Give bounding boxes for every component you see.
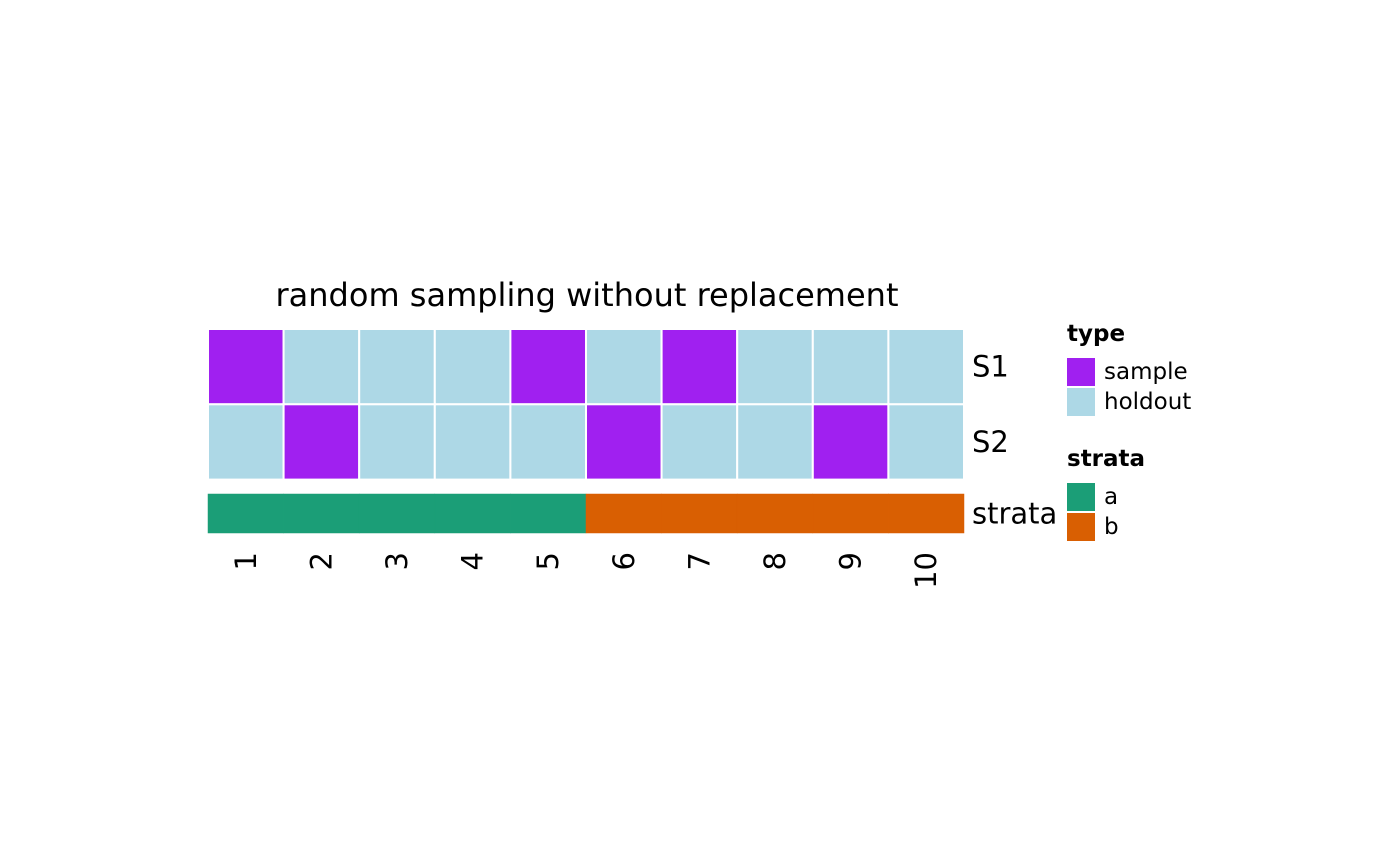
heatmap-cell — [585, 403, 663, 481]
heatmap-cell — [358, 328, 436, 406]
column-label: 7 — [682, 552, 716, 570]
column-label: 4 — [456, 552, 490, 570]
strata-cell — [585, 493, 662, 534]
heatmap-cell — [358, 403, 436, 481]
heatmap-cell — [282, 403, 361, 481]
strata-cell — [358, 493, 436, 534]
heatmap-cell — [811, 403, 890, 481]
heatmap-cell — [207, 403, 285, 481]
heatmap-cell — [585, 328, 663, 406]
legend-title: strata — [1067, 446, 1145, 472]
heatmap-cell — [509, 403, 587, 481]
strata-cell — [207, 493, 284, 534]
strata-cell — [888, 493, 965, 534]
legend-title: type — [1067, 321, 1125, 347]
heatmap-cell — [433, 403, 512, 481]
column-label: 1 — [229, 552, 263, 570]
heatmap-cell — [811, 328, 890, 406]
legend-label: b — [1104, 514, 1119, 540]
strata-cell — [812, 493, 889, 534]
legend-label: holdout — [1104, 389, 1191, 415]
row-label: S2 — [972, 425, 1009, 459]
chart-title: random sampling without replacement — [276, 276, 899, 314]
legend-label: sample — [1104, 359, 1188, 385]
column-label: 3 — [380, 552, 414, 570]
heatmap-cell — [887, 328, 966, 406]
strata-annotation-cells — [207, 493, 965, 534]
strata-cell — [661, 493, 738, 534]
heatmap-cell — [433, 328, 512, 406]
strata-cell — [510, 493, 587, 534]
column-labels: 1 2 3 4 5 6 7 8 9 10 — [229, 552, 943, 589]
legend-swatch — [1067, 358, 1095, 386]
legend-swatch — [1067, 483, 1095, 511]
strata-cell — [283, 493, 360, 534]
column-label: 5 — [531, 552, 565, 570]
legend-label: a — [1104, 484, 1118, 510]
column-label: 9 — [834, 552, 868, 570]
heatmap-cell — [207, 328, 285, 406]
strata-cell — [736, 493, 814, 534]
column-label: 8 — [758, 552, 792, 570]
row-labels: S1 S2 strata — [972, 350, 1057, 531]
heatmap-cell — [887, 403, 966, 481]
row-label: S1 — [972, 350, 1009, 384]
column-label: 10 — [909, 552, 943, 589]
column-label: 2 — [304, 552, 338, 570]
strata-row-label: strata — [972, 497, 1057, 531]
legends: type sample holdout strata ab — [1067, 321, 1191, 541]
column-label: 6 — [607, 552, 641, 570]
legend-swatch — [1067, 388, 1095, 416]
legend-swatch — [1067, 513, 1095, 541]
strata-cell — [434, 493, 511, 534]
heatmap-cell — [660, 328, 739, 406]
heatmap-cell — [282, 328, 361, 406]
heatmap-cell — [509, 328, 587, 406]
heatmap-cells — [207, 328, 966, 481]
heatmap-cell — [736, 403, 814, 481]
heatmap-cell — [660, 403, 739, 481]
heatmap-cell — [736, 328, 814, 406]
